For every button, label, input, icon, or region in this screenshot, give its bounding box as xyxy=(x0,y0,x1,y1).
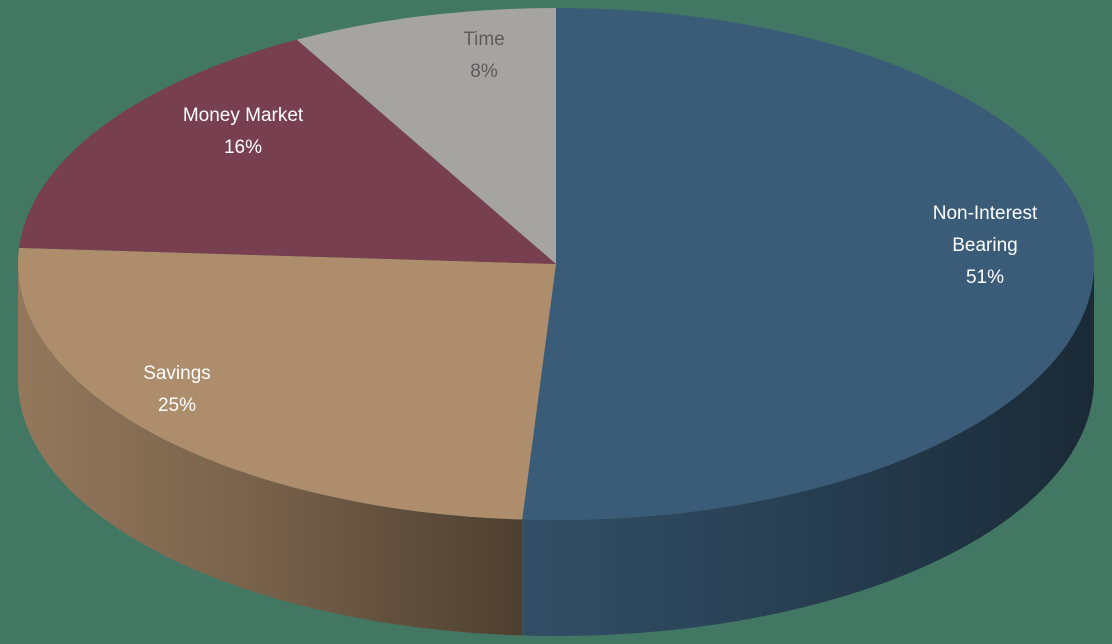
pie-label-layer: Non-Interest Bearing 51% Savings 25% Money Ma… xyxy=(143,29,1038,416)
pie-slice-time xyxy=(296,8,556,264)
pie-label-percent: 16% xyxy=(224,137,262,158)
pie-label-percent: 25% xyxy=(158,395,196,416)
pie-side-layer xyxy=(18,264,1094,636)
pie-label-money-market: Money Market 16% xyxy=(183,105,304,158)
pie-side-shade-non-interest-bearing xyxy=(522,264,1094,636)
pie-side-shade-savings xyxy=(18,264,523,636)
pie-label-category: Bearing xyxy=(952,235,1018,256)
pie-label-non-interest-bearing: Non-Interest Bearing 51% xyxy=(933,203,1038,288)
pie-slice-non-interest-bearing xyxy=(522,8,1095,521)
pie-label-savings: Savings 25% xyxy=(143,363,211,416)
pie-slice-money-market xyxy=(19,39,556,264)
pie-label-percent: 8% xyxy=(470,61,498,82)
pie-label-percent: 51% xyxy=(966,267,1004,288)
pie-label-category: Non-Interest xyxy=(933,203,1038,224)
pie-slice-savings xyxy=(17,247,557,520)
pie-label-category: Savings xyxy=(143,363,211,384)
pie-label-category: Time xyxy=(463,29,505,50)
pie-label-time: Time 8% xyxy=(463,29,505,82)
pie-label-category: Money Market xyxy=(183,105,304,126)
pie-top-layer xyxy=(17,8,1095,521)
